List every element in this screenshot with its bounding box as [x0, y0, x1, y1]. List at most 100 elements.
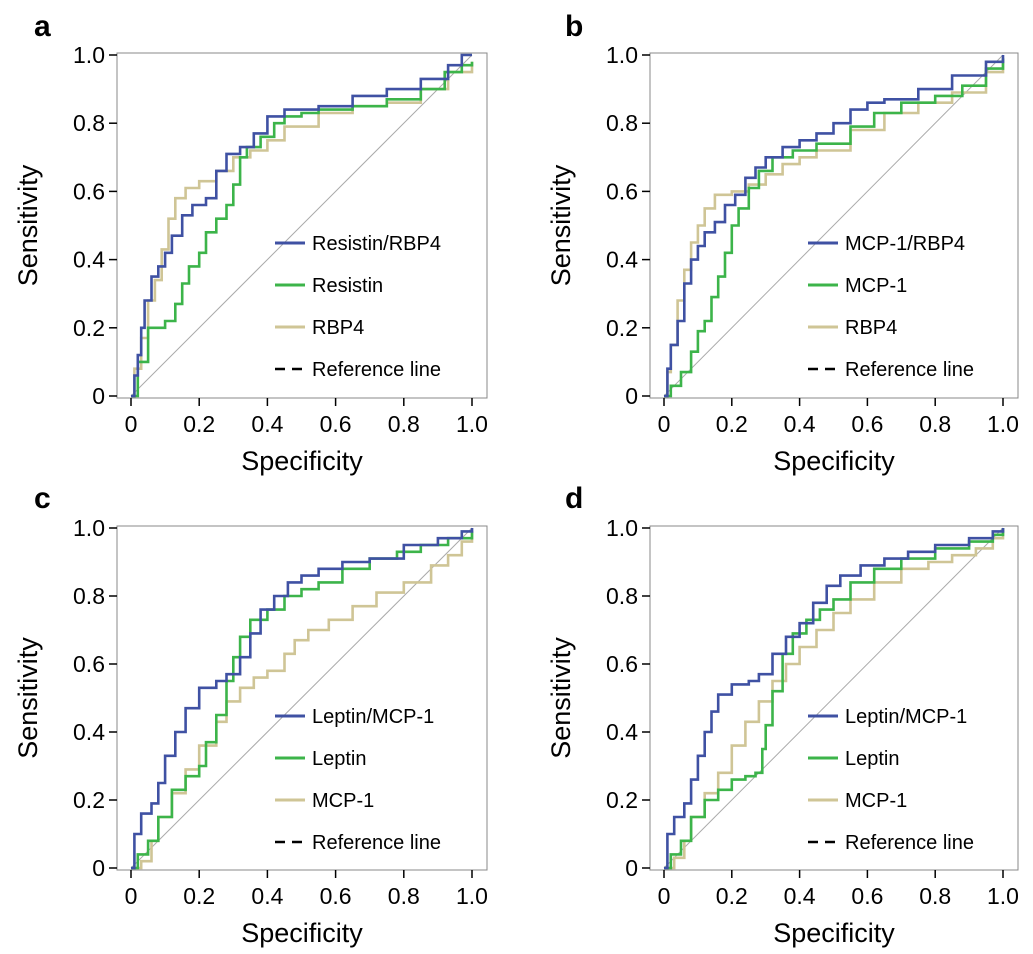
x-tick-label: 0.4	[251, 883, 283, 909]
x-tick-label: 0	[125, 411, 138, 437]
legend-label: MCP-1	[845, 275, 907, 297]
x-tick-label: 0.2	[716, 411, 748, 437]
legend-label: Reference line	[845, 359, 974, 381]
y-tick-label: 1.0	[606, 42, 638, 68]
reference-line	[663, 54, 1004, 397]
y-tick-label: 0.6	[73, 651, 105, 677]
x-axis-title: Specificity	[241, 446, 363, 476]
x-tick-label: 0.6	[851, 411, 883, 437]
y-tick-label: 0.6	[606, 178, 638, 204]
reference-line	[130, 54, 473, 397]
x-tick-label: 0	[125, 883, 138, 909]
x-axis-title: Specificity	[773, 446, 895, 476]
legend-label: Reference line	[312, 832, 441, 854]
panel-a: a 0 0.2 0.4 0.6 0.8 1.0 0 0.2 0.4 0.6 0.8 1.0 Specifi…	[13, 10, 488, 476]
legend-label: Reference line	[845, 832, 974, 854]
legend-label: Reference line	[312, 359, 441, 381]
y-tick-label: 0	[625, 383, 638, 409]
y-tick-label: 0.6	[606, 651, 638, 677]
series-line-1	[131, 53, 472, 398]
legend: Leptin/MCP-1 Leptin MCP-1 Reference line	[808, 706, 974, 854]
legend: Resistin/RBP4 Resistin RBP4 Reference line	[275, 233, 441, 381]
y-axis-title: Sensitivity	[546, 164, 576, 286]
panel-b: b 0 0.2 0.4 0.6 0.8 1.0 0 0.2 0.4 0.6 0.8 1.0 Specifi…	[546, 10, 1019, 476]
series-line-1	[664, 55, 1005, 398]
series-line-2	[131, 61, 474, 398]
y-tick-label: 0.4	[73, 719, 105, 745]
panel-d: d 0 0.2 0.4 0.6 0.8 1.0 0 0.2 0.4 0.6 0.8 1.0 Specifi…	[546, 482, 1019, 948]
x-tick-label: 0.4	[784, 411, 816, 437]
panel-letter: b	[565, 10, 583, 43]
x-tick-label: 0.4	[251, 411, 283, 437]
y-tick-label: 0	[92, 383, 105, 409]
x-tick-label: 0.6	[320, 883, 352, 909]
x-tick-label: 0.8	[919, 883, 951, 909]
x-tick-label: 0.2	[183, 883, 215, 909]
y-tick-label: 0.4	[73, 247, 105, 273]
panel-letter: a	[34, 10, 51, 43]
reference-line	[663, 527, 1004, 869]
x-tick-label: 0	[658, 883, 671, 909]
plot-frame	[649, 52, 1019, 399]
legend-label: Leptin/MCP-1	[845, 706, 967, 728]
legend-label: Leptin	[845, 748, 900, 770]
legend-label: MCP-1	[312, 790, 374, 812]
x-tick-label: 0	[658, 411, 671, 437]
x-tick-label: 1.0	[987, 883, 1019, 909]
legend-label: MCP-1/RBP4	[845, 233, 965, 255]
x-tick-label: 1.0	[456, 883, 488, 909]
y-tick-label: 0.2	[73, 315, 105, 341]
y-tick-label: 0.8	[73, 110, 105, 136]
plot-frame	[116, 52, 488, 399]
series-line-3	[664, 58, 1005, 398]
y-tick-label: 0.2	[606, 787, 638, 813]
y-tick-label: 0.4	[606, 719, 638, 745]
series-line-2	[664, 58, 1005, 398]
y-axis-title: Sensitivity	[13, 637, 43, 759]
x-tick-label: 0.6	[851, 883, 883, 909]
x-tick-label: 1.0	[456, 411, 488, 437]
y-tick-label: 0.8	[606, 583, 638, 609]
y-tick-label: 1.0	[606, 515, 638, 541]
plot-frame	[649, 525, 1019, 871]
legend: Leptin/MCP-1 Leptin MCP-1 Reference line	[275, 706, 441, 854]
legend-label: Leptin	[312, 748, 367, 770]
y-tick-label: 0.8	[606, 110, 638, 136]
legend-label: RBP4	[845, 317, 897, 339]
legend: MCP-1/RBP4 MCP-1 RBP4 Reference line	[808, 233, 974, 381]
x-tick-label: 0.6	[320, 411, 352, 437]
x-axis-title: Specificity	[241, 918, 363, 948]
y-tick-label: 1.0	[73, 515, 105, 541]
plot-frame	[116, 525, 488, 871]
series-line-1	[131, 528, 474, 870]
y-tick-label: 0	[625, 855, 638, 881]
series-line-2	[664, 528, 1005, 870]
y-tick-label: 0.4	[606, 247, 638, 273]
legend-label: Resistin/RBP4	[312, 233, 441, 255]
legend-label: RBP4	[312, 317, 364, 339]
series-line-1	[664, 528, 1005, 870]
x-tick-label: 0.2	[716, 883, 748, 909]
y-tick-label: 0	[92, 855, 105, 881]
legend-label: Leptin/MCP-1	[312, 706, 434, 728]
y-tick-label: 0.2	[606, 315, 638, 341]
x-tick-label: 0.8	[388, 883, 420, 909]
y-tick-label: 0.6	[73, 178, 105, 204]
x-tick-label: 0.8	[388, 411, 420, 437]
legend-label: Resistin	[312, 275, 383, 297]
y-axis-title: Sensitivity	[13, 164, 43, 286]
panel-letter: d	[565, 482, 583, 515]
y-tick-label: 0.2	[73, 787, 105, 813]
x-tick-label: 0.4	[784, 883, 816, 909]
y-tick-label: 1.0	[73, 42, 105, 68]
x-tick-label: 0.2	[183, 411, 215, 437]
x-tick-label: 0.8	[919, 411, 951, 437]
panel-letter: c	[34, 482, 51, 515]
x-axis-title: Specificity	[773, 918, 895, 948]
y-axis-title: Sensitivity	[546, 637, 576, 759]
y-tick-label: 0.8	[73, 583, 105, 609]
legend-label: MCP-1	[845, 790, 907, 812]
reference-line	[130, 527, 473, 869]
x-tick-label: 1.0	[987, 411, 1019, 437]
